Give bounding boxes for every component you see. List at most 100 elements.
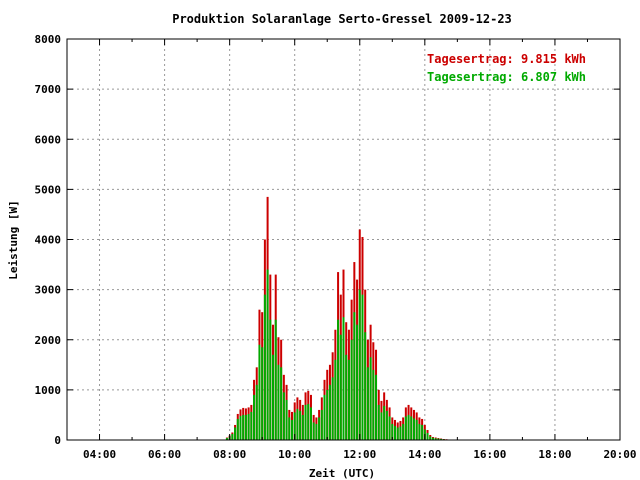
bar-series-second <box>285 399 288 440</box>
bar-series-second <box>342 317 345 440</box>
y-tick-label: 3000 <box>35 284 62 297</box>
y-tick-label: 7000 <box>35 83 62 96</box>
bar-series-second <box>274 319 277 440</box>
bar-series-second <box>347 359 350 440</box>
bar-series-second <box>394 425 396 440</box>
bar-series-second <box>280 367 283 440</box>
bar-series-second <box>255 384 258 440</box>
bar-series-second <box>353 312 356 440</box>
x-tick-label: 16:00 <box>473 448 506 461</box>
bar-series-second <box>320 409 323 440</box>
x-tick-label: 20:00 <box>603 448 636 461</box>
bar-series <box>225 196 462 441</box>
bar-series-second <box>431 437 434 440</box>
bar-series-second <box>404 416 407 440</box>
axis-ticks: 0 1000 2000 3000 4000 5000 6000 7000 8000 04:00 06… <box>35 33 637 461</box>
y-tick-label: 0 <box>54 434 61 447</box>
bar-series-second <box>312 422 315 440</box>
bar-series-second <box>380 412 383 440</box>
bar-series-second <box>410 416 413 440</box>
y-tick-label: 2000 <box>35 334 62 347</box>
bar-series-second <box>277 364 280 440</box>
bar-series-second <box>328 384 331 440</box>
bar-series-second <box>358 289 361 441</box>
bar-series-second <box>388 416 391 440</box>
bar-series-second <box>418 423 421 440</box>
bar-series-second <box>331 377 334 440</box>
bar-series-second <box>315 423 318 440</box>
bar-series-second <box>247 413 250 440</box>
x-tick-label: 14:00 <box>408 448 441 461</box>
bar-series-second <box>383 405 386 440</box>
bar-series-second <box>231 433 234 440</box>
bar-series-second <box>369 357 372 440</box>
y-tick-label: 6000 <box>35 133 62 146</box>
bar-series-second <box>318 417 321 440</box>
bar-series-second <box>309 407 312 440</box>
bar-series-second <box>261 347 264 440</box>
x-tick-label: 04:00 <box>83 448 116 461</box>
bar-series-second <box>402 423 405 440</box>
bar-series-second <box>239 415 242 440</box>
bar-series-second <box>296 408 299 440</box>
bar-series-second <box>225 438 228 440</box>
bar-series-second <box>415 419 418 440</box>
bar-series-second <box>242 414 245 440</box>
bar-series-second <box>377 404 380 440</box>
bar-series-second <box>323 394 326 440</box>
bar-series-second <box>429 436 432 440</box>
legend-series-total: Tagesertrag: 9.815 kWh <box>427 52 586 66</box>
bar-series-second <box>234 427 237 440</box>
bar-series-second <box>437 438 440 440</box>
bar-series-second <box>301 414 304 440</box>
bar-series-second <box>339 334 342 440</box>
legend: Tagesertrag: 9.815 kWh Tagesertrag: 6.80… <box>427 52 586 84</box>
bar-series-second <box>282 392 285 440</box>
bar-series-second <box>258 344 261 440</box>
y-tick-label: 1000 <box>35 384 62 397</box>
x-tick-label: 10:00 <box>278 448 311 461</box>
bar-series-second <box>375 374 378 440</box>
bar-series-second <box>396 427 399 440</box>
bar-series-second <box>421 424 424 440</box>
bar-series-second <box>350 339 353 440</box>
bar-series-second <box>291 419 293 440</box>
bar-series-second <box>304 404 307 440</box>
bar-series-second <box>253 394 256 440</box>
bar-series-second <box>269 319 272 440</box>
bar-series-second <box>366 367 369 440</box>
bar-series-second <box>345 354 348 440</box>
bar-series-second <box>372 369 375 440</box>
bar-series-second <box>440 438 443 440</box>
y-tick-label: 5000 <box>35 183 62 196</box>
chart-title: Produktion Solaranlage Serto-Gressel 200… <box>172 12 512 26</box>
bar-series-second <box>361 294 364 440</box>
bar-series-second <box>266 269 269 440</box>
x-tick-label: 12:00 <box>343 448 376 461</box>
y-tick-label: 8000 <box>35 33 62 46</box>
x-axis-label: Zeit (UTC) <box>309 467 375 480</box>
bar-series-second <box>326 389 329 441</box>
x-tick-label: 18:00 <box>538 448 571 461</box>
bar-series-second <box>399 426 402 440</box>
bar-series-second <box>434 438 437 440</box>
bar-series-second <box>407 414 410 440</box>
bar-series-second <box>412 418 415 440</box>
bar-series-second <box>391 423 394 440</box>
bar-series-second <box>337 319 340 440</box>
y-tick-label: 4000 <box>35 234 62 247</box>
bar-series-second <box>385 410 388 440</box>
bar-series-second <box>250 411 253 440</box>
bar-series-second <box>293 412 296 440</box>
x-tick-label: 06:00 <box>148 448 181 461</box>
bar-series-second <box>263 294 266 440</box>
bar-series-second <box>288 417 291 440</box>
bar-series-second <box>334 359 337 440</box>
bar-series-second <box>272 354 275 440</box>
bar-series-second <box>364 332 367 440</box>
legend-series-second: Tagesertrag: 6.807 kWh <box>427 70 586 84</box>
bar-series-second <box>244 414 247 440</box>
y-axis-label: Leistung [W] <box>7 200 20 279</box>
bar-series-second <box>236 418 239 440</box>
